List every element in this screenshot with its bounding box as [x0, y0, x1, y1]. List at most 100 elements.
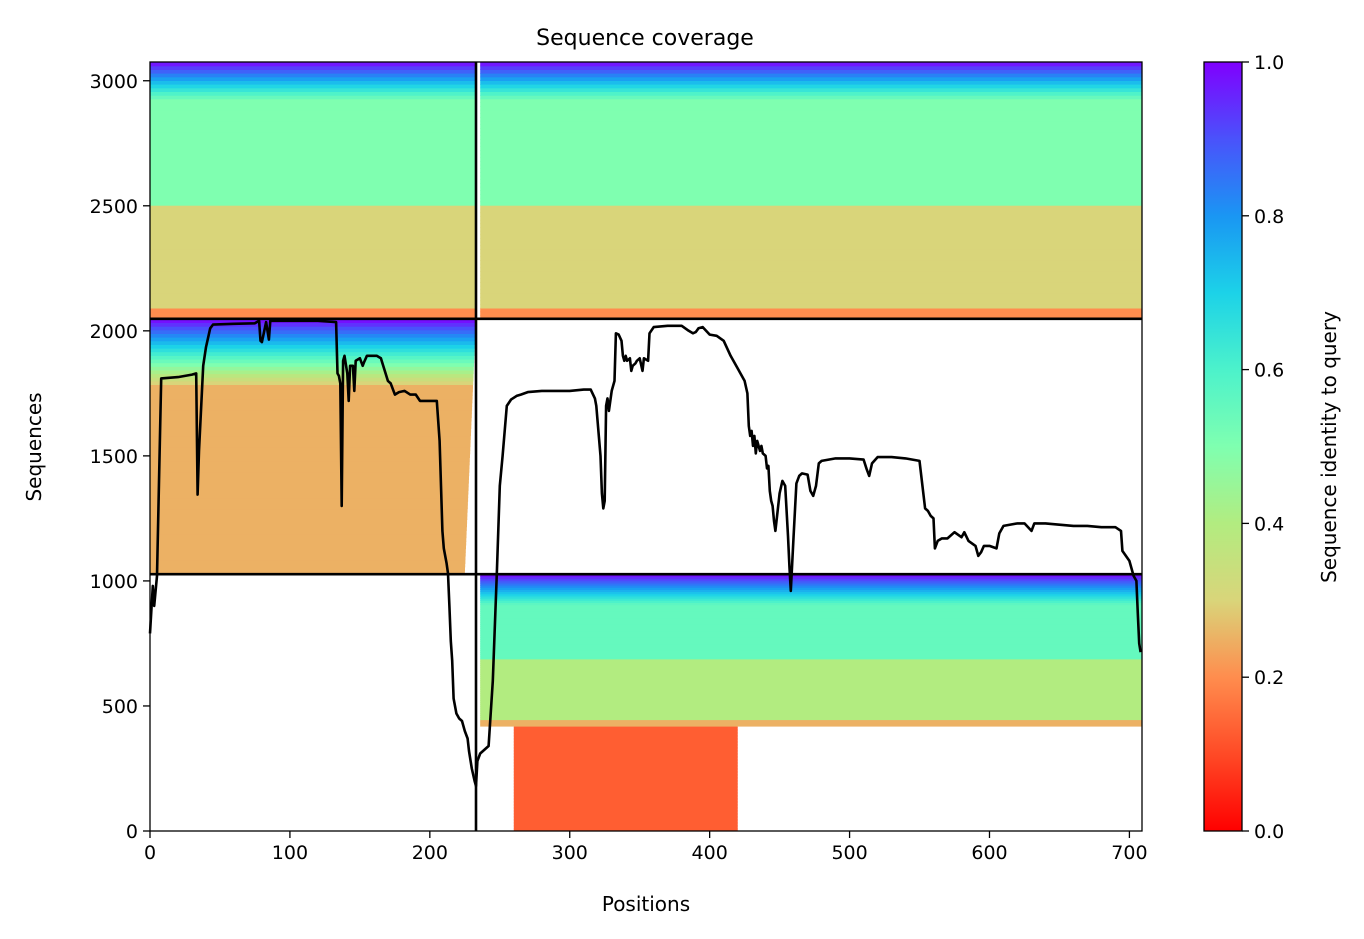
- coverage-row: [150, 113, 476, 118]
- coverage-row: [150, 523, 467, 528]
- coverage-row: [150, 102, 476, 107]
- colorbar-tick-label: 0.4: [1254, 513, 1284, 535]
- coverage-row: [513, 823, 738, 826]
- coverage-row: [513, 798, 738, 801]
- coverage-row: [150, 311, 476, 316]
- coverage-row: [150, 450, 471, 455]
- coverage-row: [480, 689, 1142, 692]
- coverage-row: [150, 377, 474, 382]
- colorbar-tick-label: 0.6: [1254, 360, 1284, 382]
- coverage-row: [480, 630, 1142, 634]
- coverage-row: [513, 735, 738, 738]
- coverage-row: [150, 190, 476, 195]
- coverage-row: [513, 730, 738, 733]
- coverage-row: [513, 748, 738, 751]
- coverage-row: [513, 807, 738, 810]
- coverage-row: [150, 384, 473, 389]
- coverage-row: [150, 282, 476, 287]
- coverage-row: [150, 238, 476, 243]
- coverage-row: [150, 194, 476, 199]
- coverage-row: [150, 344, 475, 349]
- coverage-row: [150, 534, 467, 539]
- coverage-row: [513, 742, 738, 745]
- coverage-row: [480, 175, 1142, 180]
- coverage-row: [150, 428, 472, 433]
- coverage-row: [150, 421, 472, 426]
- coverage-row: [150, 566, 465, 572]
- coverage-row: [480, 304, 1142, 309]
- coverage-row: [150, 373, 474, 378]
- coverage-row: [150, 468, 470, 473]
- coverage-row: [480, 300, 1142, 305]
- coverage-row: [150, 362, 474, 367]
- coverage-row: [513, 778, 738, 781]
- coverage-row: [480, 611, 1142, 614]
- coverage-row: [150, 475, 469, 480]
- coverage-row: [150, 161, 476, 166]
- coverage-row: [150, 442, 471, 448]
- coverage-row: [150, 179, 476, 184]
- coverage-row: [513, 745, 738, 748]
- coverage-row: [480, 671, 1142, 675]
- coverage-row: [480, 216, 1142, 221]
- coverage-row: [480, 274, 1142, 280]
- coverage-row: [480, 260, 1142, 265]
- coverage-row: [150, 293, 476, 298]
- coverage-row: [480, 205, 1142, 210]
- coverage-row: [513, 751, 738, 754]
- coverage-row: [150, 461, 470, 466]
- coverage-row: [480, 656, 1142, 660]
- x-tick-label: 0: [144, 842, 156, 864]
- x-axis-label: Positions: [602, 892, 690, 916]
- coverage-row: [513, 736, 738, 739]
- coverage-row: [480, 604, 1142, 608]
- coverage-row: [150, 369, 474, 375]
- coverage-row: [513, 793, 738, 796]
- coverage-row: [480, 667, 1142, 671]
- coverage-row: [480, 715, 1142, 718]
- coverage-row: [150, 512, 468, 517]
- coverage-heatmap: [150, 62, 1142, 831]
- coverage-row: [150, 62, 476, 67]
- coverage-row: [150, 212, 476, 217]
- coverage-row: [480, 227, 1142, 232]
- coverage-row: [150, 431, 471, 437]
- coverage-row: [480, 702, 1142, 705]
- coverage-row: [480, 669, 1142, 673]
- colorbar-label: Sequence identity to query: [1317, 311, 1341, 583]
- coverage-row: [480, 131, 1142, 136]
- coverage-row: [480, 142, 1142, 147]
- y-tick-label: 1500: [90, 446, 138, 468]
- coverage-row: [150, 329, 476, 334]
- coverage-row: [480, 109, 1142, 114]
- coverage-row: [150, 351, 475, 356]
- coverage-row: [480, 626, 1142, 629]
- y-tick-label: 3000: [90, 71, 138, 93]
- coverage-row: [513, 760, 738, 763]
- coverage-row: [480, 307, 1142, 313]
- coverage-row: [513, 822, 738, 825]
- colorbar-tick-label: 1.0: [1254, 52, 1284, 74]
- coverage-row: [480, 619, 1142, 623]
- coverage-row: [150, 73, 476, 78]
- coverage-row: [480, 589, 1142, 593]
- coverage-row: [150, 413, 472, 418]
- coverage-row: [150, 186, 476, 191]
- coverage-row: [513, 796, 738, 799]
- coverage-row: [150, 69, 476, 74]
- x-tick-label: 500: [831, 842, 867, 864]
- coverage-row: [150, 355, 475, 360]
- coverage-row: [150, 76, 476, 81]
- coverage-row: [150, 402, 473, 407]
- coverage-row: [150, 464, 470, 469]
- coverage-row: [150, 326, 476, 331]
- coverage-row: [513, 801, 738, 804]
- coverage-row: [480, 117, 1142, 122]
- coverage-row: [150, 559, 466, 564]
- coverage-row: [150, 391, 473, 396]
- colorbar-tick-label: 0.0: [1254, 821, 1284, 843]
- coverage-row: [150, 333, 476, 338]
- coverage-row: [480, 238, 1142, 243]
- coverage-row: [150, 446, 471, 451]
